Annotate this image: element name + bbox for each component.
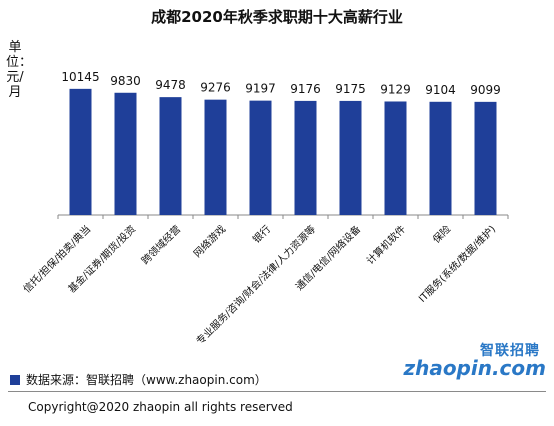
bar — [159, 97, 182, 215]
data-label: 9175 — [335, 82, 366, 96]
bar — [204, 99, 227, 215]
data-label: 10145 — [61, 70, 99, 84]
data-label: 9276 — [200, 81, 231, 95]
bar — [429, 101, 452, 215]
footer-divider — [8, 391, 546, 392]
data-label: 9176 — [290, 82, 321, 96]
bar-chart: 10145信托/担保/拍卖/典当9830基金/证券/期货/投资9478跨领域经营… — [20, 70, 509, 347]
category-label: IT服务(系统/数据/维护) — [416, 222, 499, 305]
bar — [114, 92, 137, 215]
bar — [384, 101, 407, 215]
logo-main-text: zhaopin.com — [403, 356, 546, 380]
legend-swatch — [10, 374, 20, 385]
data-label: 9104 — [425, 83, 456, 97]
bar — [474, 101, 497, 215]
category-label: 计算机软件 — [364, 222, 409, 267]
bar — [294, 100, 317, 215]
chart-title: 成都2020年秋季求职期十大高薪行业 — [151, 8, 403, 26]
bar — [69, 88, 92, 215]
category-label: 网络游戏 — [191, 222, 228, 259]
category-label: 跨领域经营 — [139, 222, 184, 267]
data-label: 9197 — [245, 82, 276, 96]
copyright: Copyright@2020 zhaopin all rights reserv… — [28, 400, 293, 414]
category-label: 银行 — [250, 222, 273, 245]
logo-top-text: 智联招聘 — [480, 343, 540, 359]
legend-text: 数据来源：智联招聘（www.zhaopin.com） — [26, 373, 267, 387]
legend: 数据来源：智联招聘（www.zhaopin.com） — [10, 371, 267, 388]
zhaopin-logo: 智联招聘 zhaopin.com — [403, 340, 546, 382]
category-label: 保险 — [430, 222, 453, 245]
bar — [249, 100, 272, 215]
data-label: 9129 — [380, 82, 411, 96]
data-label: 9099 — [470, 83, 501, 97]
data-label: 9830 — [110, 74, 141, 88]
bar — [339, 100, 362, 215]
data-label: 9478 — [155, 78, 186, 92]
